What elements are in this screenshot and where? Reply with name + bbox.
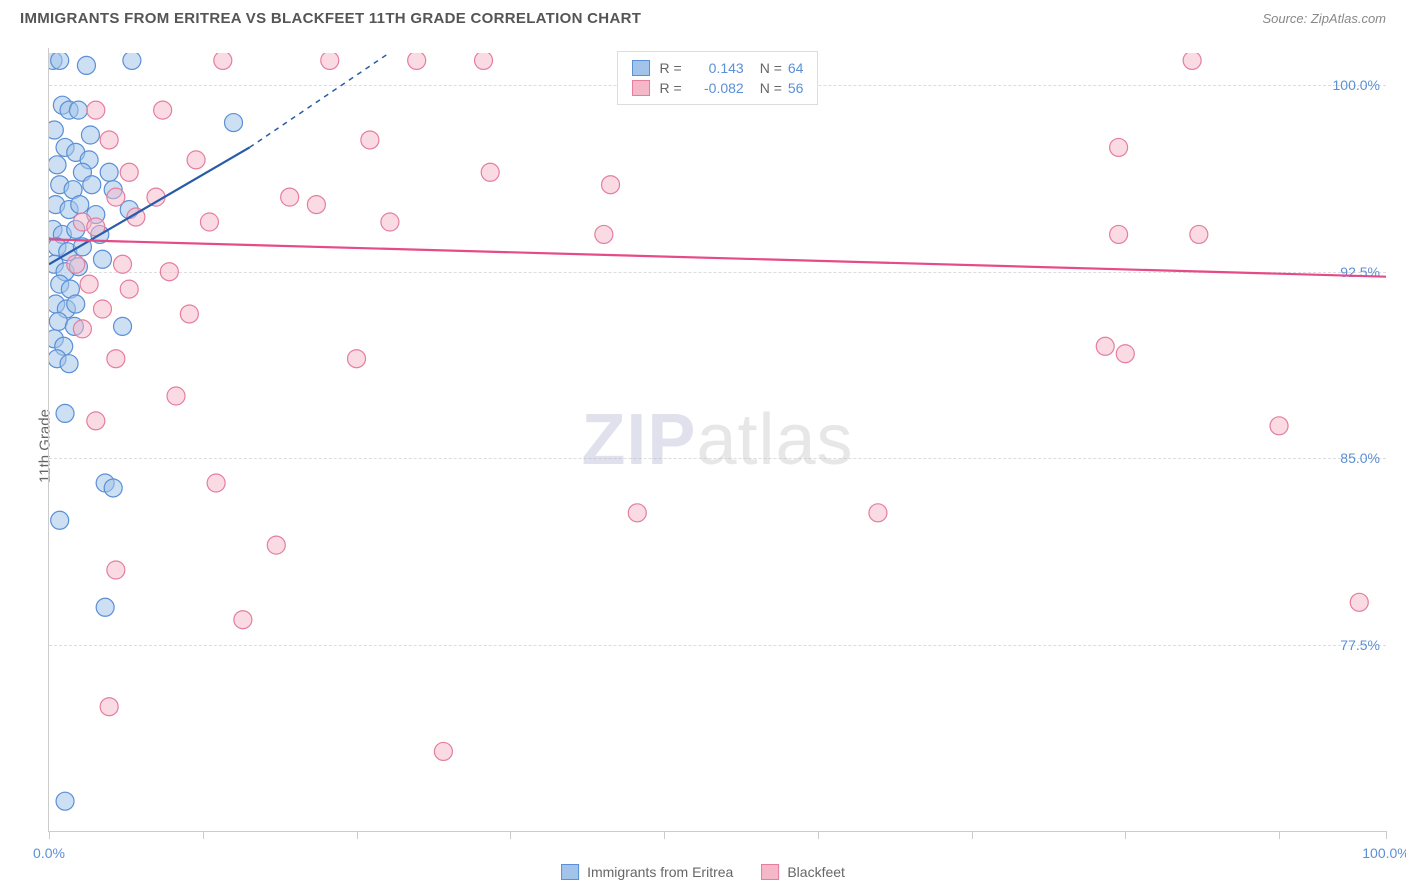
n-value: 56 (788, 80, 804, 96)
x-tick (972, 831, 973, 839)
legend-bottom: Immigrants from Eritrea Blackfeet (561, 864, 845, 880)
legend-item: Immigrants from Eritrea (561, 864, 733, 880)
x-tick (357, 831, 358, 839)
x-tick (1125, 831, 1126, 839)
x-tick (818, 831, 819, 839)
x-tick (664, 831, 665, 839)
gridline (49, 645, 1386, 646)
x-tick (510, 831, 511, 839)
legend-stats: R = 0.143 N = 64 R = -0.082 N = 56 (617, 51, 819, 105)
x-tick-label: 0.0% (33, 845, 65, 861)
legend-swatch (632, 80, 650, 96)
x-tick (203, 831, 204, 839)
y-tick-label: 100.0% (1333, 77, 1380, 93)
x-tick (49, 831, 50, 839)
legend-label: Blackfeet (787, 864, 845, 880)
chart-title: IMMIGRANTS FROM ERITREA VS BLACKFEET 11T… (20, 10, 641, 27)
watermark: ZIPatlas (581, 399, 853, 481)
n-label: N = (760, 80, 782, 96)
y-tick-label: 77.5% (1340, 637, 1380, 653)
y-tick-label: 85.0% (1340, 450, 1380, 466)
legend-label: Immigrants from Eritrea (587, 864, 733, 880)
r-value: -0.082 (688, 80, 744, 96)
x-tick-label: 100.0% (1362, 845, 1406, 861)
plot-area: ZIPatlas 77.5%85.0%92.5%100.0%0.0%100.0%… (48, 48, 1386, 832)
x-tick (1386, 831, 1387, 839)
legend-swatch (761, 864, 779, 880)
y-tick-label: 92.5% (1340, 264, 1380, 280)
legend-stats-row: R = 0.143 N = 64 (632, 58, 804, 78)
source-label: Source: ZipAtlas.com (1262, 11, 1386, 26)
legend-stats-row: R = -0.082 N = 56 (632, 78, 804, 98)
n-value: 64 (788, 60, 804, 76)
legend-swatch (632, 60, 650, 76)
r-value: 0.143 (688, 60, 744, 76)
n-label: N = (760, 60, 782, 76)
gridline (49, 458, 1386, 459)
legend-swatch (561, 864, 579, 880)
scatter-svg (49, 48, 1386, 831)
r-label: R = (660, 80, 682, 96)
x-tick (1279, 831, 1280, 839)
r-label: R = (660, 60, 682, 76)
gridline (49, 272, 1386, 273)
legend-item: Blackfeet (761, 864, 845, 880)
chart-header: IMMIGRANTS FROM ERITREA VS BLACKFEET 11T… (0, 0, 1406, 35)
